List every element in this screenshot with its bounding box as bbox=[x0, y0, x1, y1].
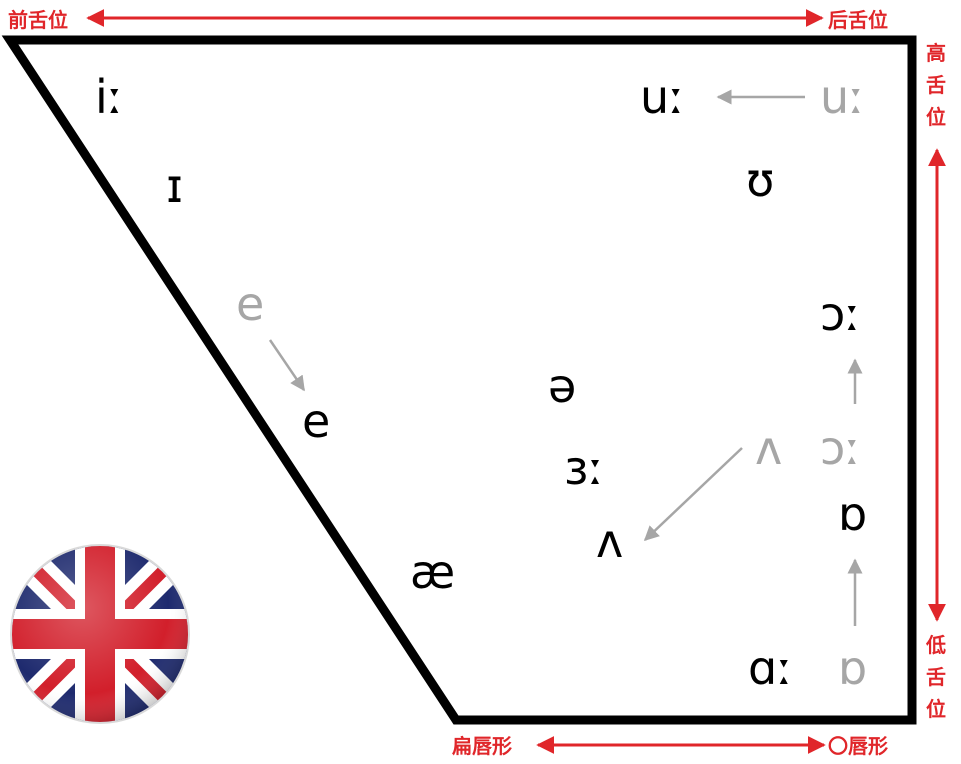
vowel-trapezoid bbox=[1, 35, 917, 725]
high-tongue-label: 高 舌 位 bbox=[926, 41, 946, 129]
front-tongue-label: 前舌位 bbox=[8, 8, 68, 32]
vowel-ae: æ bbox=[410, 545, 455, 599]
vowel-a-long: ɑː bbox=[748, 641, 793, 695]
svg-text:低: 低 bbox=[925, 633, 946, 657]
low-tongue-label: 低 舌 位 bbox=[925, 633, 946, 721]
vowel-wedge-old: ʌ bbox=[755, 421, 782, 475]
vowel-o-short-old: ɒ bbox=[838, 641, 867, 695]
vowel-e-old: e bbox=[236, 277, 264, 331]
svg-text:舌: 舌 bbox=[926, 665, 946, 689]
vowel-i-short: ɪ bbox=[166, 159, 183, 213]
vowel-u-long: uː bbox=[640, 70, 685, 124]
wedge-shift-arrow bbox=[643, 447, 743, 542]
vowel-u-short: ʊ bbox=[746, 153, 774, 207]
vowel-o-long-old: ɔː bbox=[820, 421, 861, 475]
rounded-lip-label: 〇唇形 bbox=[828, 734, 888, 758]
vowel-i-long: iː bbox=[95, 70, 123, 124]
unrounded-lip-label: 扁唇形 bbox=[452, 734, 512, 758]
svg-text:舌: 舌 bbox=[926, 73, 946, 97]
svg-text:高: 高 bbox=[926, 41, 946, 65]
vowel-er-long: ɜː bbox=[564, 441, 604, 495]
vowel-o-short: ɒ bbox=[838, 487, 867, 541]
uk-flag-icon bbox=[10, 544, 190, 724]
vowel-e-new: e bbox=[302, 394, 330, 448]
vowel-o-long: ɔː bbox=[820, 287, 861, 341]
vowel-schwa: ə bbox=[548, 359, 576, 413]
svg-text:位: 位 bbox=[926, 105, 946, 129]
back-tongue-label: 后舌位 bbox=[828, 8, 888, 32]
vowel-wedge-new: ʌ bbox=[596, 514, 623, 568]
e-shift-arrow bbox=[268, 339, 306, 392]
svg-text:位: 位 bbox=[926, 697, 946, 721]
vowel-u-long-old: uː bbox=[820, 70, 865, 124]
